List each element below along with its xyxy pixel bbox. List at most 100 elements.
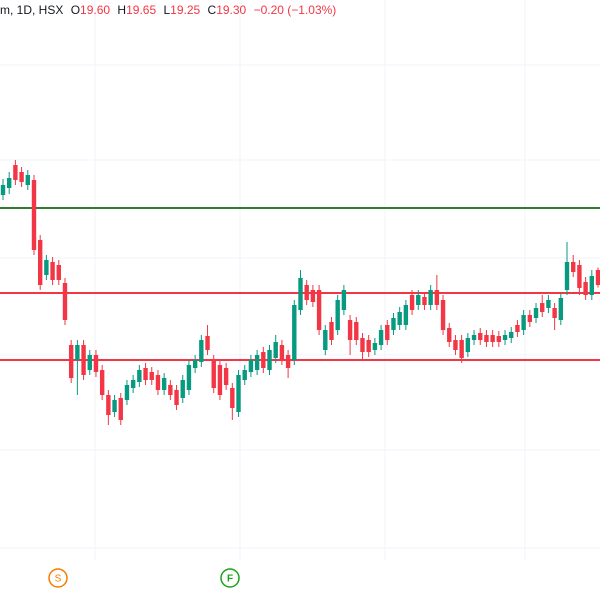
candle-body (366, 340, 371, 352)
candle-body (254, 355, 260, 370)
candle-body (0, 185, 6, 195)
candle-body (168, 385, 173, 395)
candle-body (81, 345, 86, 375)
candle-body (347, 320, 353, 340)
candle-body (25, 175, 30, 185)
candle-body (192, 360, 198, 368)
candle-body (341, 290, 347, 310)
candle-body (143, 368, 148, 380)
candle-body (453, 340, 458, 350)
h-label: H (117, 3, 126, 17)
candle-body (13, 165, 18, 180)
candle-body (31, 180, 37, 250)
candle-body (186, 365, 192, 390)
candle-body (378, 330, 384, 345)
candle-body (99, 370, 105, 395)
candle-body (490, 335, 495, 342)
candle-body (546, 300, 551, 308)
candle-body (205, 336, 210, 350)
candle-body (571, 262, 576, 272)
candle-body (118, 398, 123, 420)
candle-body (199, 340, 204, 362)
candle-body (292, 305, 297, 360)
candle-body (447, 328, 452, 342)
candle-body (589, 276, 595, 295)
candle-body (434, 290, 440, 305)
candle-body (6, 178, 12, 188)
c-value: 19.30 (216, 3, 246, 17)
candle-body (106, 395, 111, 415)
candle-body (298, 278, 303, 310)
candle-body (68, 345, 74, 378)
candle-body (279, 345, 285, 360)
candle-body (50, 262, 55, 280)
candle-body (478, 333, 483, 340)
candle-body (304, 285, 309, 300)
candle-body (465, 338, 471, 352)
candle-body (372, 343, 378, 350)
candle-body (540, 303, 545, 312)
candle-body (583, 282, 588, 295)
candle-body (533, 308, 539, 318)
candle-body (130, 380, 136, 388)
candle-body (316, 290, 322, 330)
candle-body (409, 295, 415, 310)
candle-body (93, 355, 99, 372)
candle-body (323, 330, 328, 350)
candle-body (502, 335, 508, 340)
candle-body (354, 322, 359, 340)
c-label: C (208, 3, 217, 17)
change: −0.20 (−1.03%) (254, 3, 337, 17)
o-label: O (71, 3, 80, 17)
marker-circle (48, 568, 68, 588)
candle-body (223, 368, 229, 385)
candle-body (261, 352, 266, 368)
candle-body (248, 360, 254, 372)
candle-body (422, 297, 427, 305)
candle-body (236, 375, 241, 412)
candle-body (360, 338, 365, 352)
candle-body (329, 322, 334, 340)
candle-body (558, 298, 564, 320)
candle-body (577, 265, 582, 288)
candle-body (62, 283, 68, 320)
candle-body (124, 385, 130, 400)
candle-body (161, 378, 167, 390)
candle-body (385, 325, 390, 340)
candle-body (87, 355, 92, 370)
candle-body (44, 260, 49, 275)
candle-body (137, 370, 142, 382)
candle-body (112, 400, 117, 412)
candle-body (285, 355, 291, 368)
l-label: L (163, 3, 170, 17)
candle-body (391, 318, 396, 330)
candle-body (552, 308, 557, 318)
candle-body (459, 340, 464, 358)
candle-body (174, 390, 179, 405)
candle-body (180, 380, 185, 398)
candle-body (56, 265, 61, 280)
candle-body (310, 290, 316, 302)
marker-f[interactable]: F (220, 568, 240, 588)
candle-body (527, 315, 533, 322)
candle-body (149, 372, 154, 380)
marker-s[interactable]: S (48, 568, 68, 588)
grid (0, 0, 600, 560)
candle-body (440, 300, 446, 330)
candle-body (521, 315, 526, 330)
candle-body (211, 360, 216, 388)
header: m, 1D, HSX O19.60 H19.65 L19.25 C19.30 −… (0, 3, 336, 17)
candle-body (37, 240, 43, 285)
candle-body (496, 336, 502, 342)
h-value: 19.65 (126, 3, 156, 17)
candle-body (471, 335, 477, 340)
candle-body (428, 290, 433, 305)
candle-body (416, 295, 421, 305)
candle-body (230, 388, 235, 408)
candle-body (397, 312, 402, 325)
candle-body (267, 350, 272, 370)
candle-body (75, 345, 80, 360)
candle-body (509, 332, 514, 338)
candles (0, 160, 600, 425)
